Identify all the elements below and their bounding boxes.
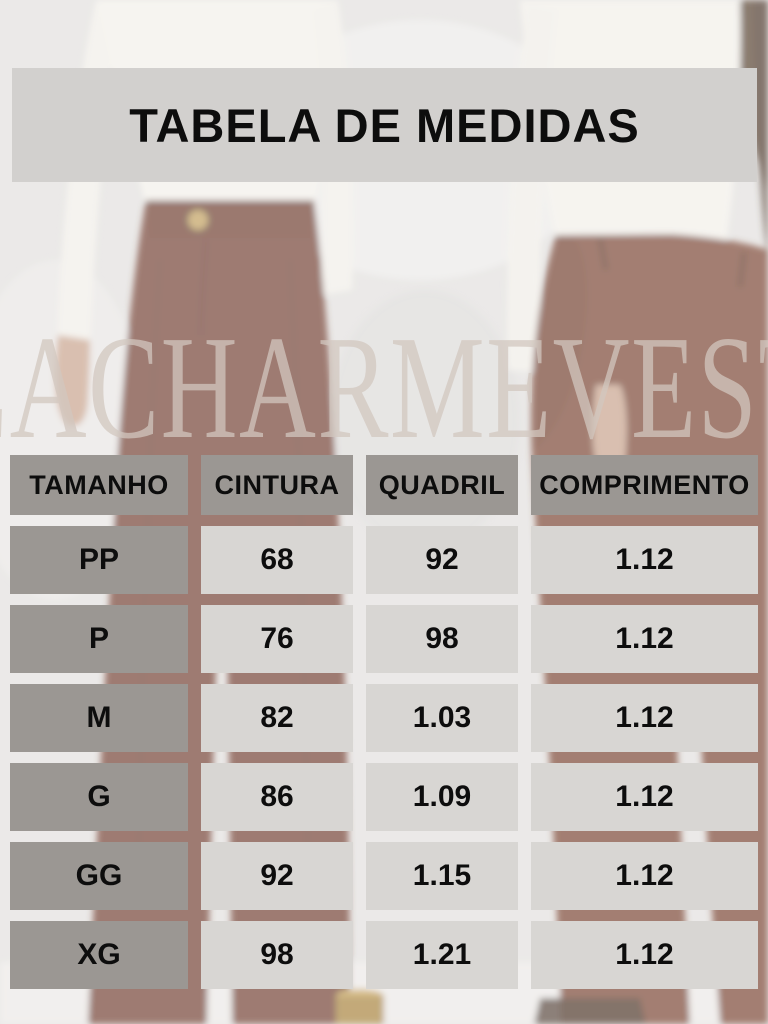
cell-cintura: 86 <box>201 763 353 831</box>
cell-quadril: 1.09 <box>366 763 518 831</box>
cell-comprimento: 1.12 <box>531 684 758 752</box>
column-header-tamanho: TAMANHO <box>10 455 188 515</box>
column-header-comprimento: COMPRIMENTO <box>531 455 758 515</box>
cell-quadril: 92 <box>366 526 518 594</box>
cell-cintura: 92 <box>201 842 353 910</box>
cell-quadril: 98 <box>366 605 518 673</box>
cell-cintura: 98 <box>201 921 353 989</box>
column-header-quadril: QUADRIL <box>366 455 518 515</box>
measurements-table: TAMANHO CINTURA QUADRIL COMPRIMENTO PP 6… <box>10 455 758 989</box>
cell-comprimento: 1.12 <box>531 842 758 910</box>
cell-comprimento: 1.12 <box>531 921 758 989</box>
column-header-cintura: CINTURA <box>201 455 353 515</box>
cell-size: GG <box>10 842 188 910</box>
cell-quadril: 1.21 <box>366 921 518 989</box>
cell-size: PP <box>10 526 188 594</box>
cell-cintura: 68 <box>201 526 353 594</box>
cell-size: P <box>10 605 188 673</box>
cell-comprimento: 1.12 <box>531 526 758 594</box>
cell-cintura: 82 <box>201 684 353 752</box>
cell-size: XG <box>10 921 188 989</box>
cell-quadril: 1.03 <box>366 684 518 752</box>
title-banner: TABELA DE MEDIDAS <box>12 68 757 182</box>
page-title: TABELA DE MEDIDAS <box>129 98 640 152</box>
cell-quadril: 1.15 <box>366 842 518 910</box>
cell-size: G <box>10 763 188 831</box>
cell-comprimento: 1.12 <box>531 763 758 831</box>
cell-size: M <box>10 684 188 752</box>
cell-cintura: 76 <box>201 605 353 673</box>
cell-comprimento: 1.12 <box>531 605 758 673</box>
